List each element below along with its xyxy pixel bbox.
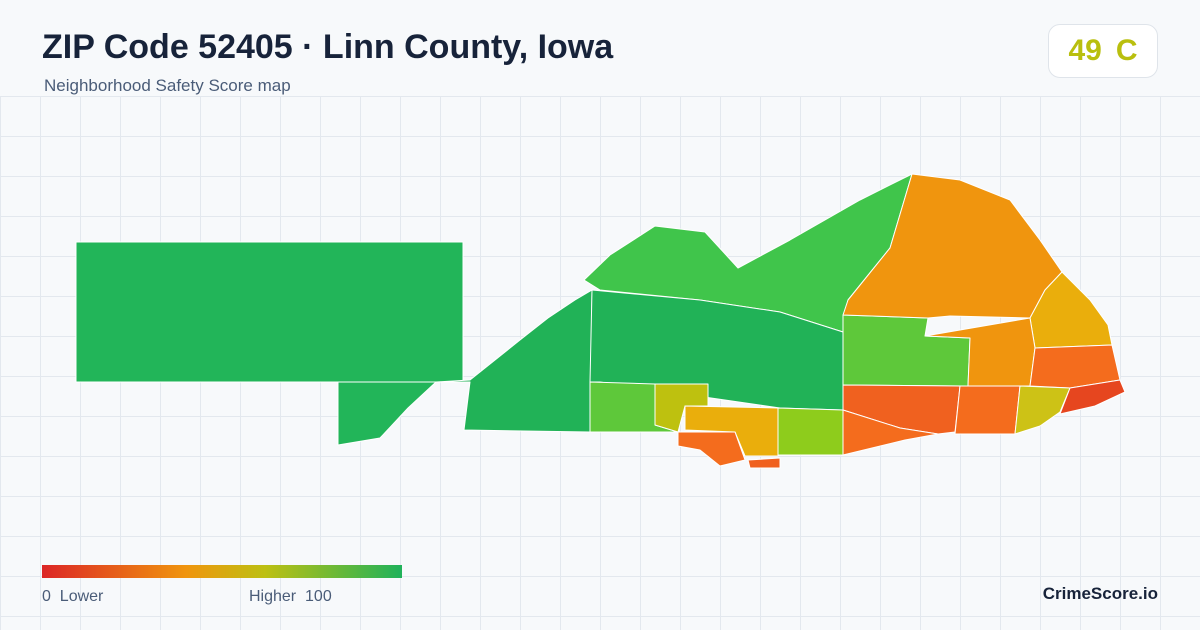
score-badge: 49 C: [1048, 24, 1158, 78]
neighborhood-southwest-strip[interactable]: [337, 381, 437, 446]
neighborhood-south-tip[interactable]: [747, 457, 781, 469]
brand-logo-text[interactable]: CrimeScore.io: [1042, 584, 1158, 603]
page-subtitle: Neighborhood Safety Score map: [44, 76, 291, 95]
neighborhood-southeast-middle[interactable]: [954, 385, 1021, 435]
page-title: ZIP Code 52405 · Linn County, Iowa: [42, 28, 614, 66]
score-value: 49: [1068, 34, 1102, 67]
neighborhood-west-block[interactable]: [75, 241, 464, 383]
neighborhood-yellow-green[interactable]: [777, 407, 844, 456]
neighborhood-south-pocket[interactable]: [677, 431, 746, 467]
legend-low-label: 0 Lower: [42, 588, 104, 605]
neighborhood-far-east[interactable]: [1059, 379, 1126, 415]
legend-gradient-bar: [42, 565, 402, 578]
score-grade: C: [1115, 34, 1138, 67]
header-band: [0, 0, 1200, 96]
neighborhood-south-east-lower[interactable]: [842, 409, 939, 456]
neighborhood-lime[interactable]: [1014, 385, 1071, 435]
neighborhood-central-west[interactable]: [435, 289, 593, 433]
neighborhood-east-orange[interactable]: [1029, 344, 1121, 389]
legend-high-label: Higher 100: [249, 588, 332, 605]
neighborhood-east-green[interactable]: [842, 314, 971, 387]
